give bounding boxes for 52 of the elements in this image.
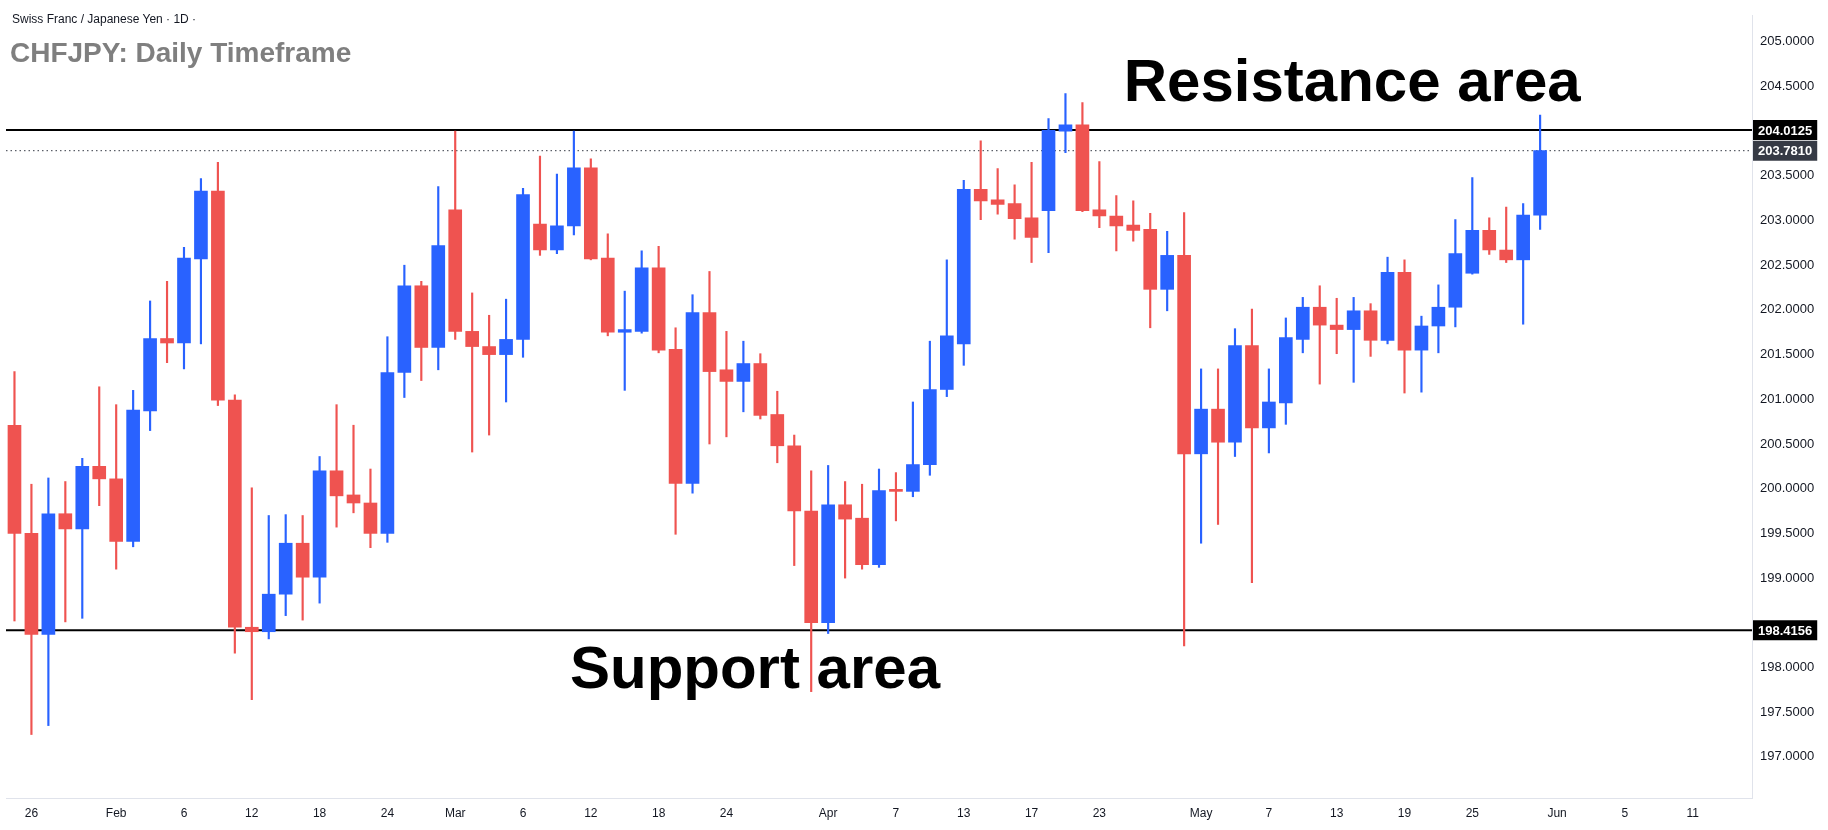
x-tick-label: 7 bbox=[1265, 805, 1273, 820]
ref-line-label: 204.0125 bbox=[1758, 122, 1813, 138]
y-tick-label: 201.0000 bbox=[1760, 390, 1815, 406]
candlestick bbox=[719, 331, 734, 438]
y-tick-label: 199.5000 bbox=[1760, 524, 1815, 540]
y-tick-label: 199.0000 bbox=[1760, 569, 1815, 585]
x-tick-label: 11 bbox=[1686, 805, 1700, 820]
candlestick bbox=[1024, 162, 1039, 263]
y-tick-label: 198.0000 bbox=[1760, 659, 1815, 675]
y-tick-label: 203.0000 bbox=[1760, 212, 1815, 228]
x-tick-label: 24 bbox=[380, 805, 395, 820]
x-tick-label: 6 bbox=[519, 805, 527, 820]
x-tick-label: 6 bbox=[180, 805, 188, 820]
x-tick-label: Jun bbox=[1547, 805, 1567, 820]
x-tick-label: 12 bbox=[584, 805, 598, 820]
x-tick-label: 23 bbox=[1092, 805, 1107, 820]
x-tick-label: 26 bbox=[24, 805, 39, 820]
candlestick bbox=[329, 404, 344, 528]
x-tick-label: 13 bbox=[1330, 805, 1344, 820]
x-tick-label: 18 bbox=[651, 805, 666, 820]
candlestick bbox=[244, 487, 259, 700]
x-tick-label: 24 bbox=[719, 805, 734, 820]
x-tick-label: 18 bbox=[312, 805, 327, 820]
y-tick-label: 200.0000 bbox=[1760, 480, 1815, 496]
annotation: Resistance area bbox=[1123, 47, 1582, 114]
ref-line-label: 198.4156 bbox=[1758, 622, 1813, 638]
x-tick-label: 19 bbox=[1397, 805, 1412, 820]
y-tick-label: 200.5000 bbox=[1760, 435, 1815, 451]
candlestick bbox=[1414, 315, 1429, 393]
ref-line-label: 203.7810 bbox=[1758, 143, 1813, 159]
x-tick-label: 17 bbox=[1024, 805, 1039, 820]
x-tick-label: May bbox=[1189, 805, 1213, 820]
text: CHFJPY: Daily Timeframe bbox=[10, 36, 352, 68]
x-tick-label: Apr bbox=[818, 805, 838, 820]
x-tick-label: Feb bbox=[105, 805, 127, 820]
y-tick-label: 204.5000 bbox=[1760, 78, 1815, 93]
y-tick-label: 197.0000 bbox=[1760, 748, 1815, 764]
annotation: Support area bbox=[569, 634, 941, 702]
x-tick-label: 25 bbox=[1465, 805, 1480, 820]
y-tick-label: 202.0000 bbox=[1760, 301, 1815, 317]
x-tick-label: 7 bbox=[892, 805, 900, 820]
candlestick bbox=[702, 271, 717, 445]
x-tick-label: 12 bbox=[245, 805, 259, 820]
x-tick-label: 5 bbox=[1621, 805, 1629, 820]
y-tick-label: 202.5000 bbox=[1760, 256, 1815, 272]
y-tick-label: 203.5000 bbox=[1760, 167, 1815, 183]
x-tick-label: Mar bbox=[444, 805, 466, 820]
chart-subtitle: Swiss Franc / Japanese Yen · 1D · bbox=[12, 12, 197, 27]
x-tick-label: 13 bbox=[957, 805, 971, 820]
y-tick-label: 205.0000 bbox=[1760, 33, 1815, 49]
y-tick-label: 197.5000 bbox=[1760, 703, 1815, 719]
y-tick-label: 201.5000 bbox=[1760, 346, 1815, 362]
